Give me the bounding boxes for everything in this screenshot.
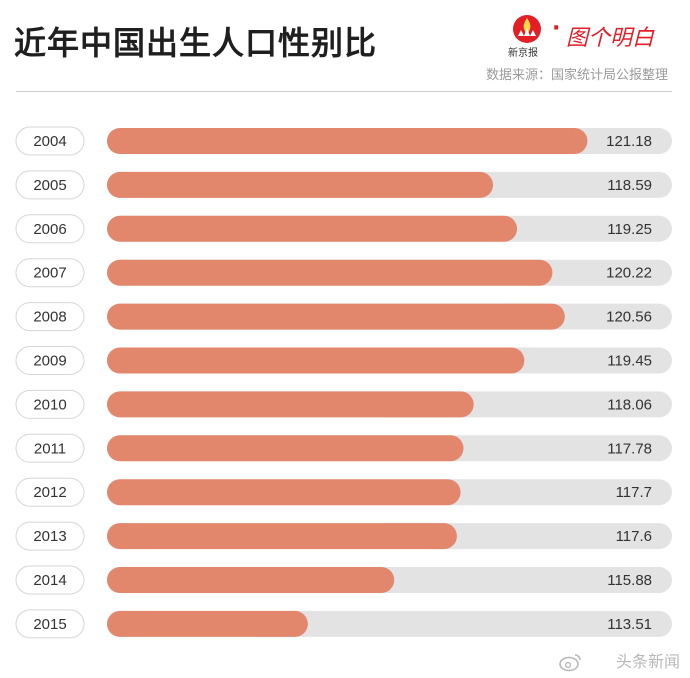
header-divider — [16, 91, 672, 92]
weibo-icon — [559, 654, 581, 672]
bar — [107, 303, 565, 330]
year-label: 2008 — [33, 309, 66, 326]
bar — [107, 435, 464, 462]
year-pill — [15, 258, 85, 288]
year-label: 2009 — [33, 353, 66, 370]
data-source-note: 数据来源：国家统计局公报整理 — [485, 68, 668, 83]
value-label: 118.59 — [607, 177, 652, 194]
bar — [107, 523, 457, 550]
bar-row: 2009 119.45 — [15, 346, 672, 375]
bar — [107, 171, 494, 198]
value-label: 119.25 — [607, 221, 652, 238]
value-label: 117.6 — [616, 528, 652, 545]
value-label: 117.78 — [607, 440, 652, 457]
brand-name: 新京报 — [508, 48, 538, 59]
bar — [107, 215, 518, 242]
bar — [107, 479, 461, 506]
brand-separator: · — [552, 16, 561, 41]
year-pill — [15, 477, 85, 507]
year-label: 2014 — [33, 572, 66, 589]
bar-row: 2006 119.25 — [15, 214, 672, 244]
bar — [107, 391, 474, 418]
value-label: 113.51 — [607, 616, 652, 633]
year-label: 2007 — [33, 265, 66, 282]
bar-row: 2014 115.88 — [15, 565, 672, 595]
bar-row: 2013 117.6 — [15, 521, 672, 551]
year-pill — [15, 302, 85, 332]
value-label: 117.7 — [616, 484, 652, 501]
bar — [107, 347, 525, 374]
watermark-text: 头条新闻 — [615, 652, 680, 671]
year-label: 2011 — [34, 440, 66, 457]
xinjingbao-logo-icon — [513, 15, 541, 43]
year-pill — [15, 126, 85, 156]
value-label: 115.88 — [607, 572, 652, 589]
bar-row: 2007 120.22 — [15, 258, 672, 288]
year-label: 2012 — [33, 484, 66, 501]
year-pill — [15, 214, 85, 244]
year-label: 2013 — [33, 528, 66, 545]
value-label: 118.06 — [607, 396, 652, 413]
bar-row: 2004 121.18 — [15, 126, 672, 156]
year-pill — [15, 433, 85, 463]
bar-row: 2010 118.06 — [15, 389, 672, 419]
bar-row: 2011 117.78 — [15, 433, 672, 463]
year-label: 2010 — [33, 396, 66, 413]
year-label: 2006 — [33, 221, 66, 238]
bar-row: 2005 118.59 — [15, 170, 672, 200]
brand-slogan: 图个明白 — [566, 26, 655, 51]
year-pill — [15, 521, 85, 551]
value-label: 119.45 — [607, 353, 652, 370]
bar — [107, 610, 308, 637]
value-label: 120.56 — [606, 309, 652, 326]
value-label: 121.18 — [606, 133, 652, 150]
year-label: 2015 — [33, 616, 66, 633]
bar — [107, 259, 553, 286]
year-label: 2004 — [33, 133, 66, 150]
year-pill — [15, 609, 85, 639]
bar-row: 2015 113.51 — [15, 609, 672, 639]
bar — [107, 567, 395, 593]
bar-row: 2012 117.7 — [15, 477, 672, 507]
brand-logo-block: 新京报 · 图个明白 — [508, 14, 670, 59]
chart-title: 近年中国出生人口性别比 — [14, 24, 378, 62]
year-label: 2005 — [33, 177, 66, 194]
year-pill — [15, 389, 85, 419]
year-pill — [15, 346, 85, 375]
bar — [107, 128, 588, 154]
bar-row: 2008 120.56 — [15, 302, 672, 332]
year-pill — [15, 170, 85, 200]
year-pill — [15, 565, 85, 595]
value-label: 120.22 — [606, 265, 652, 282]
